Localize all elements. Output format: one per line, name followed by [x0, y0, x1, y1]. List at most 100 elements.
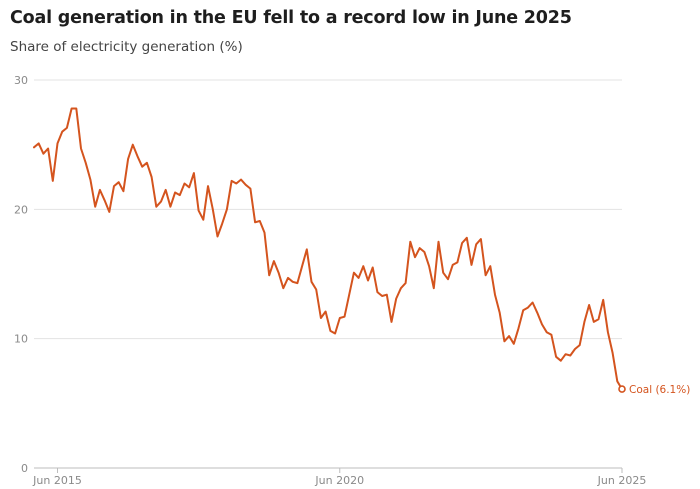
data-point	[121, 189, 125, 193]
data-point	[343, 315, 347, 319]
series-layer: Coal (6.1%)	[32, 107, 690, 396]
data-point	[140, 165, 144, 169]
data-point	[126, 157, 130, 161]
data-point	[150, 175, 154, 179]
data-point	[526, 306, 530, 310]
data-point	[507, 334, 511, 338]
data-point	[375, 290, 379, 294]
data-point	[98, 188, 102, 192]
data-point	[230, 179, 234, 183]
data-point	[173, 191, 177, 195]
data-point	[399, 286, 403, 290]
data-point	[422, 250, 426, 254]
data-point	[545, 330, 549, 334]
data-point	[408, 240, 412, 244]
data-point	[564, 352, 568, 356]
data-point	[328, 329, 332, 333]
data-point	[319, 316, 323, 320]
data-point	[347, 293, 351, 297]
chart-title: Coal generation in the EU fell to a reco…	[10, 8, 572, 28]
data-point	[211, 207, 215, 211]
data-point	[234, 182, 238, 186]
data-point	[394, 297, 398, 301]
data-point	[145, 161, 149, 165]
data-point	[79, 147, 83, 151]
data-point	[51, 179, 55, 183]
data-point	[470, 263, 474, 267]
data-point	[559, 359, 563, 363]
data-point	[305, 247, 309, 251]
data-point	[361, 264, 365, 268]
data-point	[597, 317, 601, 321]
data-point	[357, 276, 361, 280]
data-point	[611, 351, 615, 355]
data-point	[455, 260, 459, 264]
data-point	[535, 311, 539, 315]
data-point	[197, 209, 201, 213]
data-point	[498, 311, 502, 315]
data-point	[493, 293, 497, 297]
data-point	[201, 218, 205, 222]
data-point	[206, 184, 210, 188]
data-point	[540, 322, 544, 326]
data-point	[117, 180, 121, 184]
data-point	[258, 219, 262, 223]
data-point	[446, 277, 450, 281]
data-point	[479, 237, 483, 241]
data-point	[93, 205, 97, 209]
data-point	[601, 298, 605, 302]
series-end-label: Coal (6.1%)	[629, 384, 690, 396]
chart-subtitle: Share of electricity generation (%)	[10, 39, 243, 55]
data-point	[253, 220, 257, 224]
data-point	[418, 246, 422, 250]
data-point	[131, 143, 135, 147]
data-point	[502, 339, 506, 343]
data-point	[587, 303, 591, 307]
data-point	[248, 187, 252, 191]
data-point	[286, 276, 290, 280]
data-point	[371, 266, 375, 270]
data-point	[136, 154, 140, 158]
data-point	[263, 231, 267, 235]
data-point	[521, 308, 525, 312]
data-point	[103, 198, 107, 202]
data-point	[413, 255, 417, 259]
data-point	[366, 279, 370, 283]
data-point	[615, 379, 619, 383]
data-point	[390, 320, 394, 324]
data-point	[60, 130, 64, 134]
data-point	[314, 288, 318, 292]
data-point	[178, 193, 182, 197]
data-point	[451, 263, 455, 267]
data-point	[437, 240, 441, 244]
series-line-coal	[33, 107, 623, 391]
data-point	[295, 281, 299, 285]
data-point	[277, 271, 281, 275]
data-point	[488, 264, 492, 268]
data-point	[582, 320, 586, 324]
data-point	[164, 188, 168, 192]
data-point	[531, 301, 535, 305]
series-end-marker	[618, 385, 626, 393]
data-point	[70, 107, 74, 111]
data-point	[441, 271, 445, 275]
data-point	[333, 332, 337, 336]
y-tick-label-0: 0	[21, 462, 28, 475]
data-point	[37, 141, 41, 145]
data-point	[465, 236, 469, 240]
data-point	[183, 182, 187, 186]
data-point	[474, 242, 478, 246]
data-point	[573, 347, 577, 351]
data-point	[512, 342, 516, 346]
data-point	[267, 273, 271, 277]
data-point	[404, 281, 408, 285]
axes: 0 10 20 30 Jun 2015 Jun 2020 Jun 2025	[14, 74, 646, 487]
data-point	[220, 222, 224, 226]
data-point	[84, 161, 88, 165]
data-point	[88, 178, 92, 182]
data-point	[32, 145, 36, 149]
data-point	[216, 235, 220, 239]
data-point	[159, 200, 163, 204]
data-point	[300, 264, 304, 268]
